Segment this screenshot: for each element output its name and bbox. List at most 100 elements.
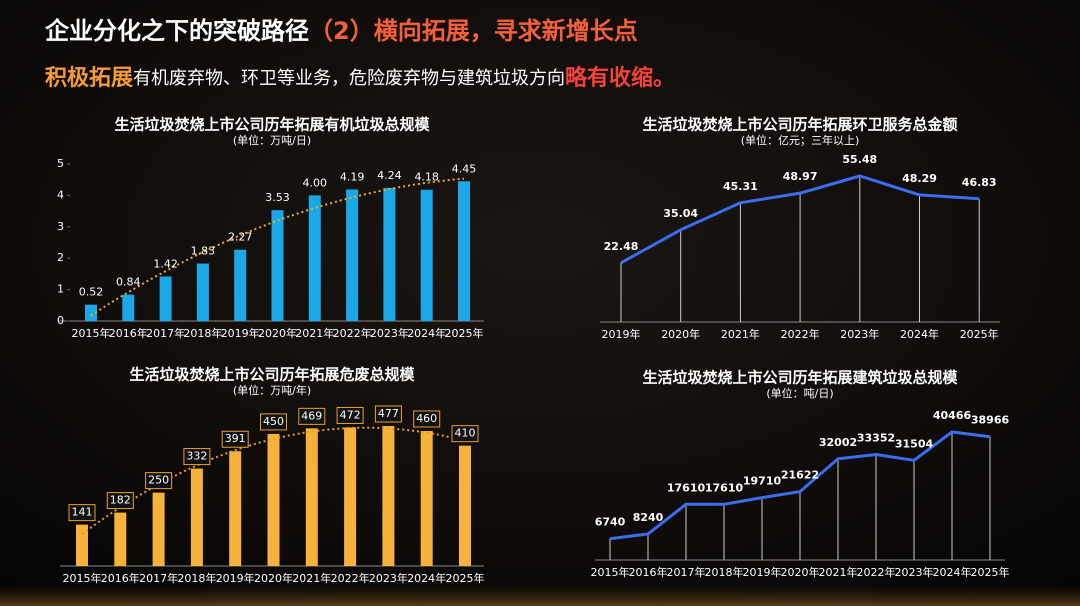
x-tick-label: 2024年 — [407, 571, 446, 585]
bar — [85, 304, 97, 321]
x-tick-label: 2022年 — [857, 565, 896, 579]
value-label: 4.18 — [414, 171, 439, 184]
line — [620, 174, 980, 265]
x-tick-label: 2023年 — [370, 326, 409, 340]
value-label: 19710 — [743, 475, 782, 488]
x-tick-label: 2017年 — [139, 571, 178, 585]
x-tick-label: 2016年 — [101, 571, 140, 585]
label-box — [260, 413, 287, 431]
bar — [114, 512, 127, 566]
value-label: 0.52 — [79, 286, 104, 299]
label-box — [413, 410, 441, 428]
y-tick-label: 1 — [57, 283, 64, 296]
x-tick-label: 2019年 — [221, 326, 260, 340]
value-label: 469 — [301, 409, 322, 422]
label-box — [221, 430, 249, 448]
value-label: 21622 — [781, 469, 819, 482]
value-label: 17610 — [705, 481, 744, 494]
bottom-glow — [0, 586, 1080, 606]
x-tick-label: 2018年 — [183, 326, 222, 340]
chart-subtitle: (单位：万吨/日) — [233, 133, 311, 147]
bar — [308, 195, 321, 321]
value-label: 410 — [455, 427, 476, 440]
x-tick-label: 2015年 — [72, 326, 111, 340]
label-box — [68, 504, 96, 522]
value-label: 40466 — [933, 409, 972, 422]
value-label: 8240 — [633, 511, 664, 524]
chart-subtitle: (单位：亿元；三年以上) — [741, 133, 860, 147]
line — [609, 430, 991, 541]
x-tick-label: 2019年 — [743, 565, 782, 579]
chart-title: 生活垃圾焚烧上市公司历年拓展环卫服务总金额 — [642, 116, 957, 134]
bar — [271, 210, 284, 321]
x-tick-label: 2019年 — [216, 571, 255, 585]
bar — [382, 426, 395, 566]
label-box — [374, 405, 402, 423]
subtitle-part: 略有收缩。 — [565, 65, 675, 91]
value-label: 141 — [72, 506, 93, 519]
value-label: 1.83 — [191, 245, 216, 258]
value-label: 460 — [416, 412, 437, 425]
value-label: 250 — [148, 474, 169, 487]
value-label: 46.83 — [962, 176, 997, 189]
label-box — [336, 406, 364, 424]
x-tick-label: 2023年 — [840, 327, 879, 341]
value-label: 472 — [340, 408, 361, 421]
value-label: 4.00 — [303, 176, 328, 189]
value-label: 32002 — [819, 436, 857, 449]
x-tick-label: 2024年 — [407, 326, 446, 340]
label-box — [145, 472, 173, 490]
value-label: 332 — [186, 450, 207, 463]
x-tick-label: 2021年 — [292, 571, 331, 585]
x-tick-label: 2018年 — [177, 571, 216, 585]
label-box — [298, 407, 326, 425]
value-label: 6740 — [595, 516, 626, 529]
bar — [190, 468, 203, 566]
x-tick-label: 2019年 — [602, 327, 641, 341]
bar — [344, 427, 357, 566]
x-tick-label: 2018年 — [705, 565, 744, 579]
x-tick-label: 2024年 — [900, 327, 939, 341]
label-box — [451, 425, 479, 443]
bar — [159, 276, 172, 321]
value-label: 48.29 — [902, 172, 937, 185]
y-tick-label: 0 — [57, 314, 64, 327]
bar — [459, 445, 471, 566]
value-label: 4.45 — [452, 162, 477, 175]
x-tick-label: 2021年 — [721, 327, 760, 341]
value-label: 48.97 — [783, 170, 818, 183]
chart-subtitle: (单位：吨/日) — [766, 386, 833, 400]
value-label: 0.84 — [116, 276, 141, 289]
x-tick-label: 2025年 — [960, 327, 999, 341]
value-label: 4.19 — [340, 170, 365, 183]
x-tick-label: 2020年 — [661, 327, 700, 341]
x-tick-label: 2020年 — [258, 326, 297, 340]
bar — [229, 451, 242, 566]
value-label: 391 — [225, 432, 246, 445]
subtitle-part: 有机废弃物、环卫等业务，危险废弃物与建筑垃圾方向 — [133, 68, 565, 89]
y-tick-label: 2 — [57, 251, 64, 264]
y-tick-label: 4 — [57, 188, 64, 201]
x-tick-label: 2020年 — [254, 571, 293, 585]
value-label: 31504 — [895, 437, 934, 450]
bar — [196, 263, 209, 321]
value-label: 2.27 — [228, 231, 253, 244]
bar — [234, 249, 247, 321]
x-tick-label: 2015年 — [591, 565, 630, 579]
x-tick-label: 2017年 — [667, 565, 706, 579]
x-tick-label: 2022年 — [781, 327, 820, 341]
x-tick-label: 2023年 — [369, 571, 408, 585]
title-part: 企业分化之下的突破路径 — [45, 17, 309, 45]
value-label: 4.24 — [377, 169, 402, 182]
x-tick-label: 2024年 — [933, 565, 972, 579]
subtitle-part: 积极拓展 — [45, 66, 133, 91]
bar — [346, 189, 359, 321]
value-label: 3.53 — [265, 191, 290, 204]
y-tick-label: 5 — [57, 157, 64, 170]
slide-subtitle: 积极拓展有机废弃物、环卫等业务，危险废弃物与建筑垃圾方向略有收缩。 — [45, 65, 675, 91]
value-label: 38966 — [971, 414, 1010, 427]
bar — [383, 187, 396, 321]
bar — [420, 430, 433, 566]
x-tick-label: 2025年 — [446, 571, 485, 585]
